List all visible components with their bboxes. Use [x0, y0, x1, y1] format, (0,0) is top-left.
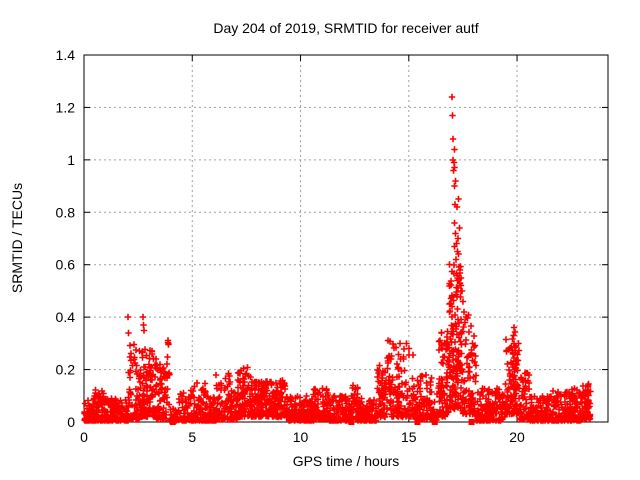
- y-tick-label: 0.2: [56, 362, 76, 378]
- y-tick-label: 0.6: [56, 257, 76, 273]
- y-axis-label: SRMTID / TECUs: [9, 183, 25, 293]
- x-tick-label: 0: [80, 429, 88, 445]
- x-tick-label: 10: [293, 429, 309, 445]
- tick-labels: 0 5 10 15 20 0 0.2 0.4 0.6 0.8 1 1.2 1.4: [56, 47, 526, 445]
- gap-markers: [169, 419, 475, 425]
- scatter-points: [81, 93, 594, 424]
- y-tick-label: 1: [67, 152, 75, 168]
- gridlines: [84, 55, 608, 422]
- chart-title: Day 204 of 2019, SRMTID for receiver aut…: [213, 20, 478, 36]
- y-tick-label: 0: [67, 414, 75, 430]
- y-tick-label: 1.4: [56, 47, 76, 63]
- x-tick-label: 5: [188, 429, 196, 445]
- y-tick-label: 0.4: [56, 309, 76, 325]
- x-tick-label: 15: [401, 429, 417, 445]
- x-tick-label: 20: [509, 429, 525, 445]
- y-tick-label: 0.8: [56, 204, 76, 220]
- y-tick-label: 1.2: [56, 99, 76, 115]
- x-axis-label: GPS time / hours: [293, 453, 400, 469]
